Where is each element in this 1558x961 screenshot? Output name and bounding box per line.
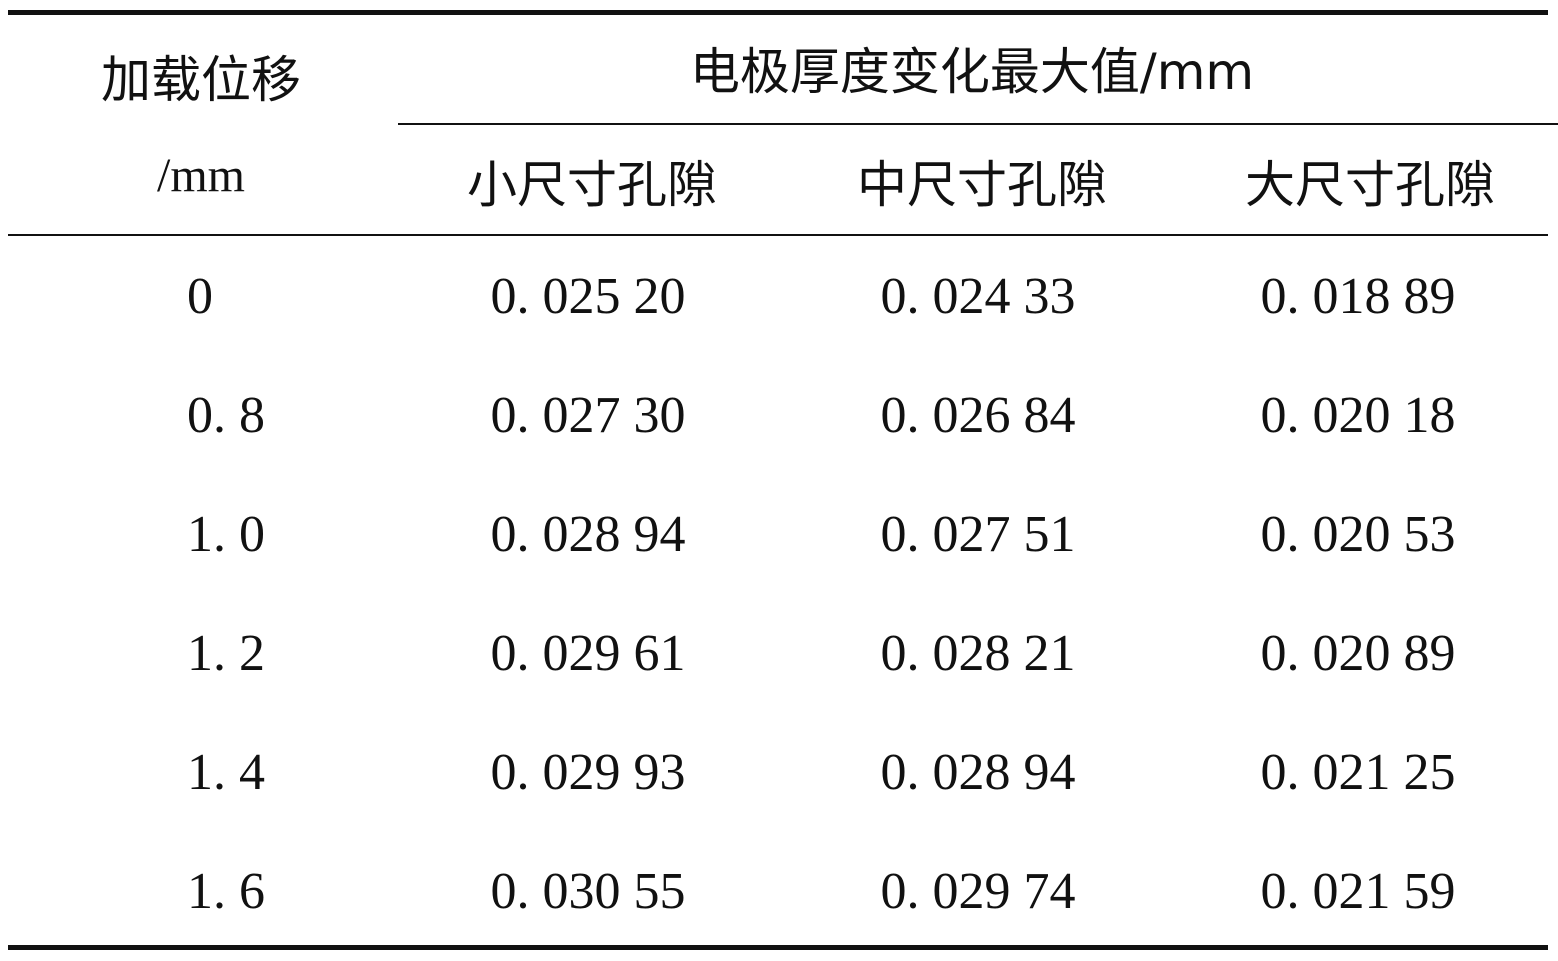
cell-large-pore: 0. 020 53 [1260,506,1456,563]
cell-displacement: 1. 0 [187,506,265,563]
cell-small-pore: 0. 027 30 [490,387,686,444]
cell-small-pore: 0. 029 93 [490,744,686,801]
header-loading-displacement-unit: /mm [156,149,246,202]
header-bottom-rule [8,234,1548,236]
cell-medium-pore: 0. 027 51 [880,506,1076,563]
cell-large-pore: 0. 020 89 [1260,625,1456,682]
cell-displacement: 0. 8 [187,387,265,444]
header-medium-pore: 中尺寸孔隙 [857,156,1107,214]
top-rule [8,10,1548,15]
cell-medium-pore: 0. 029 74 [880,863,1076,920]
cell-small-pore: 0. 030 55 [490,863,686,920]
cell-medium-pore: 0. 026 84 [880,387,1076,444]
cell-medium-pore: 0. 028 21 [880,625,1076,682]
header-large-pore: 大尺寸孔隙 [1245,156,1495,214]
cell-small-pore: 0. 028 94 [490,506,686,563]
cell-displacement: 1. 4 [187,744,265,801]
cell-large-pore: 0. 021 59 [1260,863,1456,920]
cell-displacement: 1. 6 [187,863,265,920]
header-group-title: 电极厚度变化最大值/mm [689,43,1255,101]
cell-displacement: 0 [187,268,213,325]
cell-large-pore: 0. 021 25 [1260,744,1456,801]
group-header-rule [398,123,1558,125]
cell-medium-pore: 0. 028 94 [880,744,1076,801]
cell-displacement: 1. 2 [187,625,265,682]
bottom-rule [8,945,1548,950]
cell-small-pore: 0. 029 61 [490,625,686,682]
cell-small-pore: 0. 025 20 [490,268,686,325]
header-loading-displacement: 加载位移 [101,51,301,109]
cell-large-pore: 0. 020 18 [1260,387,1456,444]
header-small-pore: 小尺寸孔隙 [467,156,717,214]
cell-large-pore: 0. 018 89 [1260,268,1456,325]
cell-medium-pore: 0. 024 33 [880,268,1076,325]
